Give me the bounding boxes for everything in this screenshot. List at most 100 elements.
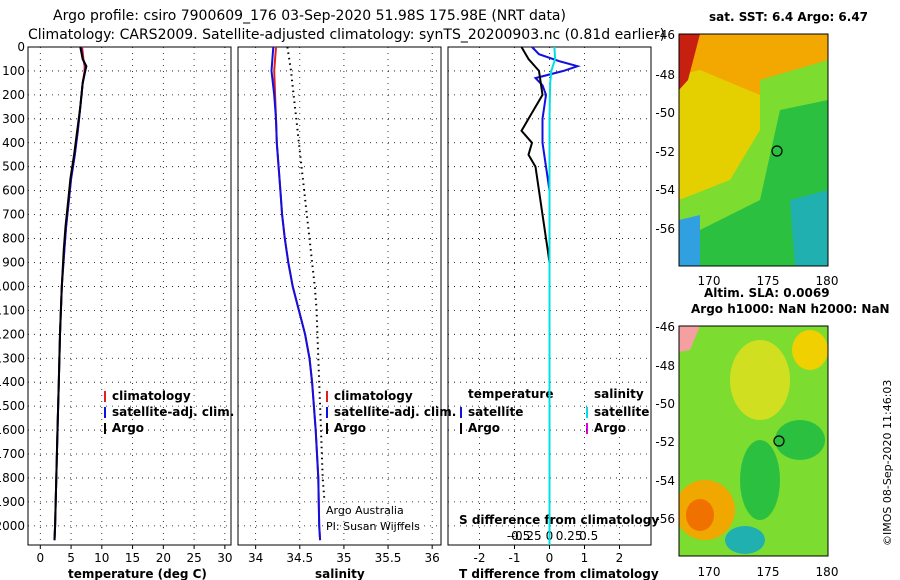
x-tick-label: 10	[94, 551, 109, 565]
x-tick-label: 20	[156, 551, 171, 565]
legend-t-argo-label: Argo	[468, 421, 500, 435]
x-tick-label: 34.5	[286, 551, 313, 565]
depth-tick-label: 400	[2, 136, 25, 150]
depth-tick-label: 1900	[0, 495, 25, 509]
legend-argo-label: Argo	[334, 421, 366, 435]
lat-tick: -54	[655, 474, 675, 488]
lon-tick: 175	[757, 274, 780, 288]
difference-legend: temperature satellite Argo salinity sate…	[460, 387, 649, 435]
depth-tick-label: 1300	[0, 351, 25, 365]
depth-tick-label: 1700	[0, 447, 25, 461]
depth-tick-label: 100	[2, 64, 25, 78]
x-tick-label: 34	[248, 551, 263, 565]
sst-map-xticks: 170 175 180	[698, 274, 839, 288]
depth-tick-label: 0	[17, 40, 25, 54]
sst-map-frame	[678, 33, 829, 267]
legend-t-sat-swatch	[460, 407, 462, 418]
lon-tick: 170	[698, 565, 721, 579]
series-line-satellite-adj-clim-	[53, 46, 87, 541]
lat-tick: -48	[655, 359, 675, 373]
sla-map-title1: Altim. SLA: 0.0069	[704, 286, 830, 300]
x-tick-label: 5	[67, 551, 75, 565]
series-line-climatology	[273, 46, 322, 541]
legend-clim-swatch	[104, 391, 106, 402]
lon-tick: 180	[816, 274, 839, 288]
legend-argo-swatch	[326, 423, 328, 434]
temperature-panel: temperature (deg C) climatology satellit…	[0, 40, 234, 580]
lat-tick: -46	[655, 28, 675, 42]
legend-t-sat-label: satellite	[468, 405, 523, 419]
imos-credit: ©IMOS 08-Sep-2020 11:46:03	[881, 380, 894, 546]
x-tick-label: 30	[217, 551, 232, 565]
series-line-t-satellite	[531, 46, 581, 541]
depth-tick-label: 1500	[0, 399, 25, 413]
legend-clim-swatch	[326, 391, 328, 402]
lat-tick: -50	[655, 397, 675, 411]
salinity-xlabel: salinity	[315, 567, 365, 580]
legend-s-sat-swatch	[586, 407, 588, 418]
depth-tick-label: 500	[2, 160, 25, 174]
depth-tick-label: 600	[2, 184, 25, 198]
sst-map-yticks: -46 -48 -50 -52 -54 -56	[655, 28, 675, 236]
sst-map-title: sat. SST: 6.4 Argo: 6.47	[709, 10, 868, 24]
x-tick-label: -2	[474, 551, 486, 565]
legend-temperature-heading: temperature	[468, 387, 553, 401]
depth-tick-label: 1600	[0, 423, 25, 437]
sla-map-frame	[678, 325, 829, 557]
top-x-tick-label: 0.5	[579, 529, 598, 543]
top-x-tick-label: -0.5	[507, 529, 530, 543]
x-tick-label: 0	[36, 551, 44, 565]
x-tick-label: 35.5	[375, 551, 402, 565]
depth-tick-label: 1200	[0, 327, 25, 341]
header-line1: Argo profile: csiro 7900609_176 03-Sep-2…	[53, 8, 566, 24]
sla-field	[679, 326, 828, 556]
x-tick-label: 25	[186, 551, 201, 565]
lon-tick: 180	[816, 565, 839, 579]
depth-tick-label: 800	[2, 232, 25, 246]
legend-clim-label: climatology	[112, 389, 191, 403]
depth-tick-label: 1100	[0, 303, 25, 317]
lat-tick: -50	[655, 106, 675, 120]
argo-location-marker	[773, 435, 785, 447]
temperature-legend: climatology satellite-adj. clim. Argo	[104, 389, 234, 435]
x-tick-label: 2	[616, 551, 624, 565]
depth-tick-label: 1400	[0, 375, 25, 389]
series-line-t-argo	[520, 46, 551, 263]
difference-panel: T difference from climatology S differen…	[447, 46, 659, 580]
argo-location-marker	[771, 145, 783, 157]
temperature-frame	[27, 46, 232, 546]
legend-s-argo-label: Argo	[594, 421, 626, 435]
difference-xlabel: T difference from climatology	[459, 567, 659, 580]
credit-pi: PI: Susan Wijffels	[326, 520, 420, 533]
legend-s-sat-label: satellite	[594, 405, 649, 419]
legend-sat-swatch	[326, 407, 328, 418]
series-line-satellite-adj-clim-	[270, 46, 322, 541]
legend-t-argo-swatch	[460, 423, 462, 434]
lon-tick: 170	[698, 274, 721, 288]
depth-tick-label: 300	[2, 112, 25, 126]
x-tick-label: 36	[425, 551, 440, 565]
top-x-tick-label: 0.25	[556, 529, 583, 543]
sla-map-yticks: -46 -48 -50 -52 -54 -56	[655, 320, 675, 526]
lat-tick: -52	[655, 435, 675, 449]
temperature-xlabel: temperature (deg C)	[68, 567, 207, 580]
sla-map-title2: Argo h1000: NaN h2000: NaN	[691, 302, 890, 316]
legend-argo-swatch	[104, 423, 106, 434]
depth-tick-label: 1800	[0, 471, 25, 485]
series-line-s-satellite	[548, 46, 557, 541]
legend-sat-label: satellite-adj. clim.	[334, 405, 456, 419]
depth-tick-label: 900	[2, 255, 25, 269]
sst-field	[679, 34, 828, 266]
salinity-panel: salinity climatology satellite-adj. clim…	[237, 46, 456, 580]
sla-map: Altim. SLA: 0.0069 Argo h1000: NaN h2000…	[655, 286, 894, 579]
depth-tick-label: 700	[2, 208, 25, 222]
depth-tick-label: 2000	[0, 519, 25, 533]
legend-sat-swatch	[104, 407, 106, 418]
depth-tick-label: 200	[2, 88, 25, 102]
lat-tick: -46	[655, 320, 675, 334]
x-tick-label: 15	[125, 551, 140, 565]
lat-tick: -56	[655, 222, 675, 236]
depth-tick-label: 1000	[0, 279, 25, 293]
salinity-legend: climatology satellite-adj. clim. Argo	[326, 389, 456, 435]
